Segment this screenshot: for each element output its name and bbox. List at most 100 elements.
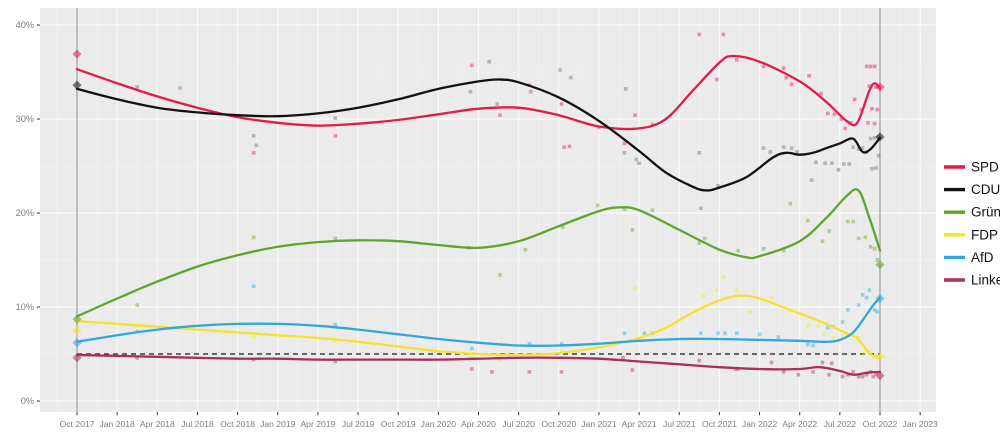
poll-point <box>870 167 874 171</box>
poll-point <box>633 113 637 117</box>
poll-point <box>823 161 827 165</box>
poll-point <box>826 325 830 330</box>
poll-point <box>832 112 837 117</box>
poll-point <box>567 144 572 149</box>
poll-point <box>642 331 647 336</box>
x-tick-label: Jul 2020 <box>502 419 535 429</box>
legend: SPD CDU Grüne FDP AfD Linke <box>944 160 1000 288</box>
poll-point <box>251 284 256 289</box>
poll-point <box>254 143 259 148</box>
poll-point <box>251 134 256 138</box>
poll-point <box>723 331 727 336</box>
election-result-diamond-spd <box>72 49 82 59</box>
poll-point <box>716 183 720 188</box>
x-tick-label: Jan 2019 <box>260 419 296 429</box>
poll-point <box>856 147 861 151</box>
legend-label-linke: Linke <box>971 273 1000 288</box>
poll-point <box>135 356 139 360</box>
poll-point <box>875 107 880 112</box>
poll-point <box>795 150 799 154</box>
election-result-diamond-fdp <box>875 352 885 362</box>
legend-label-cdu: CDU <box>971 182 1000 197</box>
poll-point <box>868 64 873 69</box>
poll-point <box>814 160 818 164</box>
legend-item-afd: AfD <box>944 250 994 265</box>
poll-point <box>781 145 786 149</box>
poll-point <box>864 64 869 69</box>
poll-point <box>826 111 830 116</box>
poll-point <box>872 121 877 126</box>
poll-point <box>561 225 565 229</box>
poll-point <box>622 141 627 146</box>
poll-point <box>333 359 338 364</box>
poll-point <box>697 358 702 363</box>
poll-point <box>875 258 880 262</box>
x-tick-label: Jan 2021 <box>581 419 617 429</box>
y-tick-label: 20% <box>16 208 34 218</box>
election-result-diamond-cdu <box>875 132 885 142</box>
poll-point <box>470 346 474 351</box>
y-tick-label: 10% <box>16 302 34 312</box>
x-tick-label: Jul 2022 <box>824 419 857 429</box>
poll-point <box>623 87 628 91</box>
election-result-diamond-fdp <box>72 325 82 336</box>
poll-point <box>871 374 876 379</box>
poll-point <box>827 372 831 377</box>
poll-point <box>622 331 627 336</box>
poll-point <box>498 358 502 363</box>
x-tick-label: Apr 2022 <box>782 419 817 429</box>
poll-point <box>863 235 868 240</box>
poll-point <box>872 136 877 140</box>
poll-point <box>333 323 338 327</box>
x-tick-label: Apr 2018 <box>140 419 175 429</box>
poll-point <box>856 374 861 379</box>
election-result-diamond-gruene <box>72 314 82 324</box>
poll-point <box>860 293 865 297</box>
poll-point <box>761 64 766 69</box>
poll-point <box>622 151 627 155</box>
x-tick-label: Oct 2021 <box>702 419 737 429</box>
trend-line-linke <box>75 353 882 376</box>
poll-point <box>559 349 564 353</box>
x-tick-label: Jul 2019 <box>342 419 375 429</box>
poll-point <box>757 332 762 337</box>
poll-point <box>875 309 880 314</box>
poll-point <box>135 303 139 307</box>
poll-point <box>769 360 774 365</box>
x-tick-label: Jan 2023 <box>902 419 938 429</box>
poll-point <box>860 374 865 379</box>
poll-point <box>769 295 774 300</box>
poll-point <box>830 161 834 165</box>
poll-point <box>650 208 655 212</box>
poll-point <box>851 145 855 149</box>
poll-point <box>839 117 843 121</box>
poll-point <box>721 32 726 37</box>
poll-point <box>868 136 873 141</box>
legend-label-gruene: Grüne <box>971 205 1000 220</box>
poll-point <box>851 219 855 224</box>
poll-point <box>776 335 781 339</box>
legend-label-afd: AfD <box>971 250 994 265</box>
trend-line-gruene <box>75 187 882 318</box>
poll-point <box>866 121 870 125</box>
trend-line-cdu <box>75 78 882 192</box>
poll-point <box>523 247 528 252</box>
poll-point <box>846 372 850 377</box>
poll-point <box>650 122 655 127</box>
trend-line-fdp <box>75 294 882 358</box>
legend-label-spd: SPD <box>971 160 999 175</box>
poll-point <box>831 336 835 340</box>
poll-points-cdu <box>135 59 881 211</box>
poll-point <box>251 335 256 339</box>
trend-line-afd <box>75 296 882 347</box>
poll-point <box>830 361 834 366</box>
poll-point <box>736 248 740 253</box>
poll-point <box>788 201 793 206</box>
poll-point <box>876 153 881 158</box>
poll-point <box>621 356 625 360</box>
poll-point <box>487 59 491 64</box>
poll-point <box>559 370 564 374</box>
x-tick-label: Oct 2019 <box>381 419 416 429</box>
poll-point <box>697 32 702 37</box>
poll-point <box>633 286 637 290</box>
